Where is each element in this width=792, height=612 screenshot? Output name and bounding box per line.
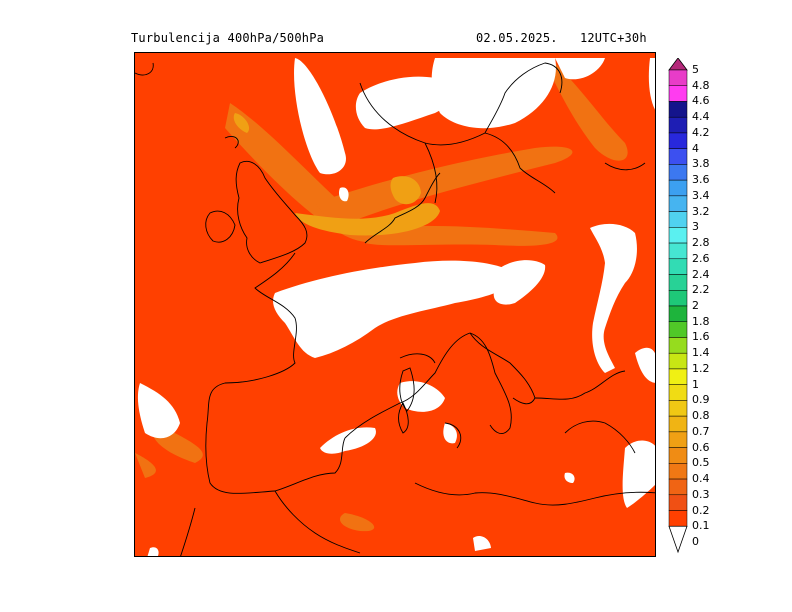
turbulence-map: [134, 52, 656, 557]
legend-swatch: [668, 431, 688, 448]
legend-level-label: 4.2: [692, 125, 710, 139]
legend-level-label: 0.6: [692, 440, 710, 454]
legend-swatch: [668, 116, 688, 134]
legend-swatch: [668, 321, 688, 338]
legend-level-label: 3.4: [692, 188, 710, 202]
legend-level-label: 1.6: [692, 330, 710, 344]
legend-swatch: [668, 368, 688, 385]
legend-swatch-bottom: [668, 525, 688, 554]
legend-swatch: [668, 510, 688, 527]
legend-swatch: [668, 400, 688, 417]
legend-level-label: 3.2: [692, 204, 710, 218]
legend-level-label: 5: [692, 63, 699, 76]
legend-swatch: [668, 494, 688, 511]
legend-level-label: 4.8: [692, 78, 710, 92]
legend-level-label: 0.2: [692, 503, 710, 517]
legend-swatch: [668, 69, 688, 86]
color-scale-bar: [668, 58, 688, 554]
legend-level-label: 2.4: [692, 267, 710, 281]
legend-swatch: [668, 227, 688, 244]
legend-swatch: [668, 415, 688, 433]
legend-level-label: 1.8: [692, 314, 710, 328]
coastlines: [135, 62, 655, 556]
legend-swatch: [668, 242, 688, 260]
legend-swatch: [668, 164, 688, 181]
legend-swatch: [668, 290, 688, 307]
legend-level-label: 2.6: [692, 251, 710, 265]
legend-swatch: [668, 384, 688, 401]
legend-swatch: [668, 274, 688, 291]
legend-level-label: 0.7: [692, 424, 710, 438]
map-title: Turbulencija 400hPa/500hPa: [131, 31, 325, 45]
legend-level-label: 0.5: [692, 456, 710, 470]
legend-level-label: 4.6: [692, 94, 710, 108]
legend-swatch: [668, 478, 688, 496]
legend-level-label: 0: [692, 535, 699, 548]
legend-level-label: 3.6: [692, 173, 710, 187]
legend-level-label: 3.8: [692, 157, 710, 171]
legend-level-label: 1.2: [692, 361, 710, 375]
legend-swatch: [668, 447, 688, 464]
legend-swatch: [668, 337, 688, 354]
no-turbulence-areas: [137, 58, 655, 556]
turbulence-field: [135, 58, 655, 556]
legend-swatch: [668, 305, 688, 322]
legend-level-label: 1: [692, 377, 699, 391]
forecast-datetime: 02.05.2025. 12UTC+30h: [476, 31, 647, 45]
legend-swatch: [668, 463, 688, 480]
legend-swatch: [668, 148, 688, 165]
legend-level-label: 1.4: [692, 346, 710, 360]
legend-swatch: [668, 85, 688, 102]
turbulence-color-legend: 5 4.8 4.6 4.4 4.2 4 3.8 3.6 3.4 3.2 3 2.8 2.6 2.4 2.2 2…: [668, 58, 728, 554]
legend-swatch: [668, 132, 688, 149]
legend-level-label: 2: [692, 299, 699, 312]
legend-level-label: 0.4: [692, 472, 710, 486]
legend-swatch: [668, 195, 688, 212]
legend-level-label: 0.8: [692, 409, 710, 423]
legend-swatch: [668, 101, 688, 118]
legend-level-label: 3: [692, 220, 699, 234]
legend-level-label: 0.9: [692, 393, 710, 407]
legend-swatch: [668, 179, 688, 197]
legend-swatch: [668, 352, 688, 370]
legend-level-label: 2.8: [692, 236, 710, 250]
legend-level-label: 2.2: [692, 283, 710, 297]
legend-level-label: 0.1: [692, 519, 710, 533]
legend-swatch: [668, 258, 688, 275]
legend-swatch: [668, 211, 688, 228]
high-turbulence-areas: [233, 113, 440, 236]
legend-level-label: 0.3: [692, 487, 710, 501]
legend-level-label: 4.4: [692, 110, 710, 124]
legend-swatch-top: [668, 58, 688, 71]
legend-level-label: 4: [692, 141, 699, 155]
